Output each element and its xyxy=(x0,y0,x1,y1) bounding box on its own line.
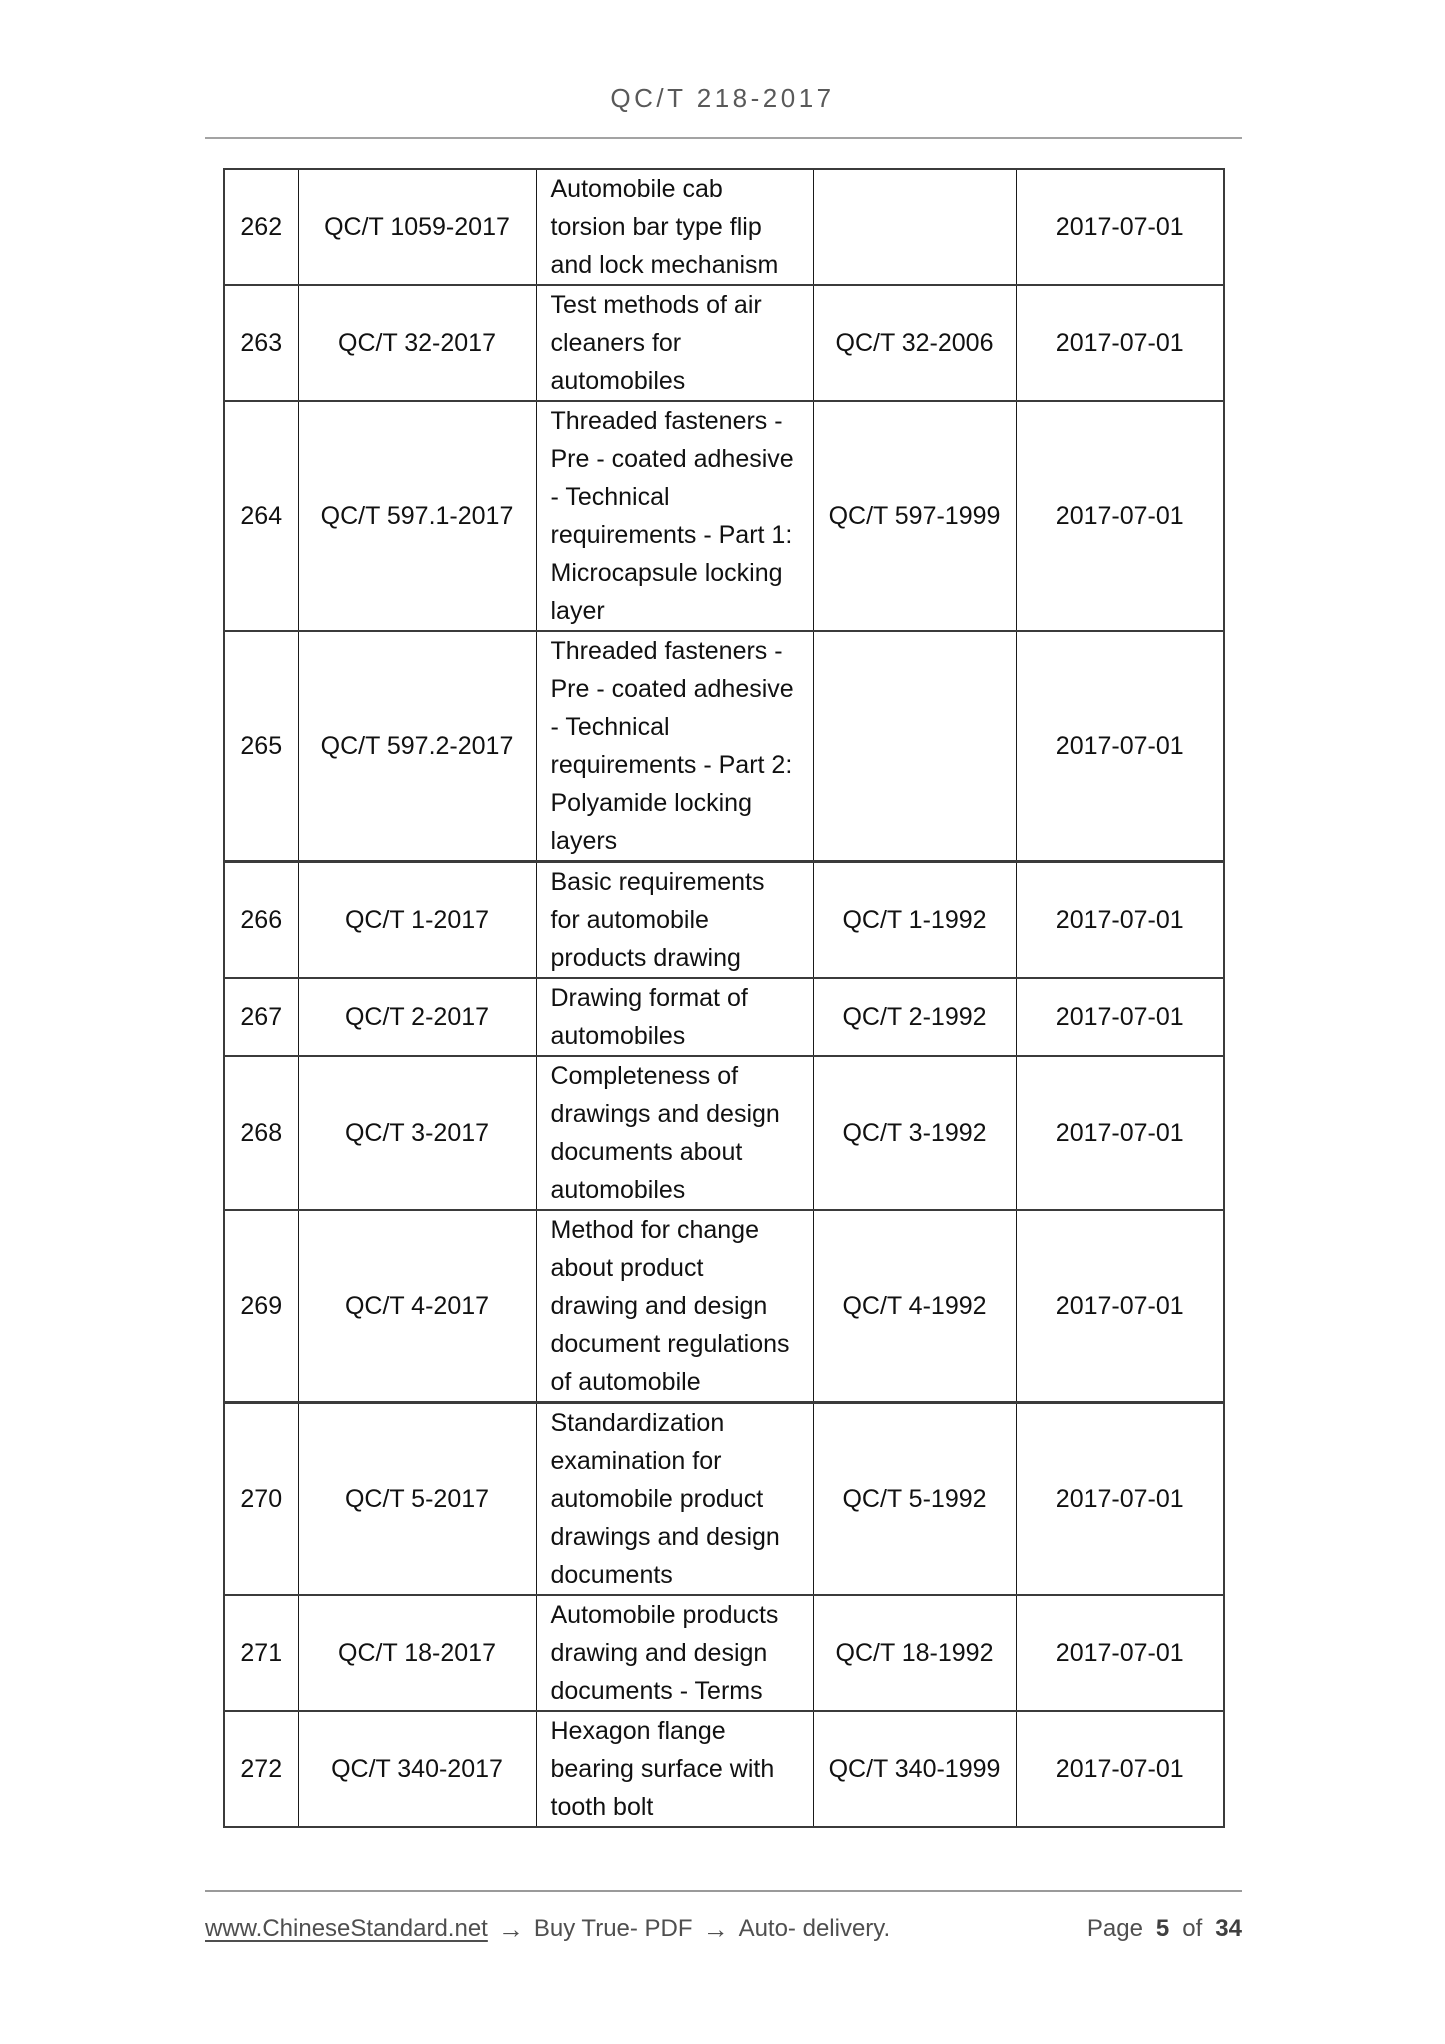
arrow-right-icon: → xyxy=(702,1914,729,1944)
row-number-cell: 266 xyxy=(223,860,299,979)
of-label: of xyxy=(1182,1915,1203,1942)
superseded-standard-cell xyxy=(812,630,1017,863)
standard-code-cell: QC/T 4-2017 xyxy=(297,1209,537,1404)
standard-code-cell: QC/T 1059-2017 xyxy=(297,168,537,286)
standard-code-cell: QC/T 32-2017 xyxy=(297,284,537,402)
standard-title-cell: Automobile products drawing and design d… xyxy=(535,1594,814,1712)
implementation-date-cell: 2017-07-01 xyxy=(1015,168,1225,286)
table-row: 266 QC/T 1-2017 Basic requirements for a… xyxy=(223,860,1225,979)
standard-title-cell: Test methods of air cleaners for automob… xyxy=(535,284,814,402)
implementation-date-cell: 2017-07-01 xyxy=(1015,860,1225,979)
implementation-date-cell: 2017-07-01 xyxy=(1015,1710,1225,1828)
page-label: Page xyxy=(1086,1915,1143,1942)
footer-divider xyxy=(205,1890,1242,1892)
total-page-number: 34 xyxy=(1215,1915,1242,1942)
superseded-standard-cell: QC/T 3-1992 xyxy=(812,1055,1017,1211)
standard-code-cell: QC/T 18-2017 xyxy=(297,1594,537,1712)
implementation-date-cell: 2017-07-01 xyxy=(1015,1594,1225,1712)
row-number-cell: 267 xyxy=(223,977,299,1057)
row-number-cell: 270 xyxy=(223,1401,299,1596)
superseded-standard-cell: QC/T 340-1999 xyxy=(812,1710,1017,1828)
standard-code-cell: QC/T 1-2017 xyxy=(297,860,537,979)
footer: www.ChineseStandard.net → Buy True- PDF … xyxy=(205,1910,1242,1948)
table-row: 263 QC/T 32-2017 Test methods of air cle… xyxy=(223,284,1225,402)
standard-code-cell: QC/T 340-2017 xyxy=(297,1710,537,1828)
row-number-cell: 262 xyxy=(223,168,299,286)
table-row: 268 QC/T 3-2017 Completeness of drawings… xyxy=(223,1055,1225,1211)
website-link[interactable]: www.ChineseStandard.net xyxy=(205,1915,488,1942)
current-page-number: 5 xyxy=(1155,1915,1170,1942)
superseded-standard-cell: QC/T 2-1992 xyxy=(812,977,1017,1057)
superseded-standard-cell: QC/T 4-1992 xyxy=(812,1209,1017,1404)
standard-title-cell: Threaded fasteners - Pre - coated adhesi… xyxy=(535,630,814,863)
standard-code-cell: QC/T 3-2017 xyxy=(297,1055,537,1211)
row-number-cell: 269 xyxy=(223,1209,299,1404)
table-row: 271 QC/T 18-2017 Automobile products dra… xyxy=(223,1594,1225,1712)
implementation-date-cell: 2017-07-01 xyxy=(1015,284,1225,402)
standard-title-cell: Method for change about product drawing … xyxy=(535,1209,814,1404)
standards-table-body: 262 QC/T 1059-2017 Automobile cab torsio… xyxy=(223,168,1225,1828)
standards-table: 262 QC/T 1059-2017 Automobile cab torsio… xyxy=(223,168,1225,1828)
standard-code-cell: QC/T 597.1-2017 xyxy=(297,400,537,632)
superseded-standard-cell xyxy=(812,168,1017,286)
standard-code-cell: QC/T 597.2-2017 xyxy=(297,630,537,863)
implementation-date-cell: 2017-07-01 xyxy=(1015,977,1225,1057)
standard-title-cell: Completeness of drawings and design docu… xyxy=(535,1055,814,1211)
implementation-date-cell: 2017-07-01 xyxy=(1015,1401,1225,1596)
table-row: 265 QC/T 597.2-2017 Threaded fasteners -… xyxy=(223,630,1225,863)
row-number-cell: 264 xyxy=(223,400,299,632)
superseded-standard-cell: QC/T 5-1992 xyxy=(812,1401,1017,1596)
standard-title-cell: Hexagon flange bearing surface with toot… xyxy=(535,1710,814,1828)
footer-delivery-text: Auto- delivery. xyxy=(738,1915,891,1942)
arrow-right-icon: → xyxy=(497,1914,524,1944)
row-number-cell: 265 xyxy=(223,630,299,863)
standard-title-cell: Standardization examination for automobi… xyxy=(535,1401,814,1596)
implementation-date-cell: 2017-07-01 xyxy=(1015,400,1225,632)
table-row: 262 QC/T 1059-2017 Automobile cab torsio… xyxy=(223,168,1225,286)
page-title: QC/T 218-2017 xyxy=(610,83,835,113)
implementation-date-cell: 2017-07-01 xyxy=(1015,1055,1225,1211)
standard-title-cell: Drawing format of automobiles xyxy=(535,977,814,1057)
superseded-standard-cell: QC/T 32-2006 xyxy=(812,284,1017,402)
implementation-date-cell: 2017-07-01 xyxy=(1015,630,1225,863)
table-row: 269 QC/T 4-2017 Method for change about … xyxy=(223,1209,1225,1404)
standard-code-cell: QC/T 5-2017 xyxy=(297,1401,537,1596)
row-number-cell: 271 xyxy=(223,1594,299,1712)
superseded-standard-cell: QC/T 597-1999 xyxy=(812,400,1017,632)
table-row: 272 QC/T 340-2017 Hexagon flange bearing… xyxy=(223,1710,1225,1828)
row-number-cell: 272 xyxy=(223,1710,299,1828)
table-row: 264 QC/T 597.1-2017 Threaded fasteners -… xyxy=(223,400,1225,632)
row-number-cell: 268 xyxy=(223,1055,299,1211)
standard-title-cell: Automobile cab torsion bar type flip and… xyxy=(535,168,814,286)
header-divider xyxy=(205,137,1242,139)
table-row: 270 QC/T 5-2017 Standardization examinat… xyxy=(223,1401,1225,1596)
standard-code-cell: QC/T 2-2017 xyxy=(297,977,537,1057)
table-row: 267 QC/T 2-2017 Drawing format of automo… xyxy=(223,977,1225,1057)
superseded-standard-cell: QC/T 1-1992 xyxy=(812,860,1017,979)
row-number-cell: 263 xyxy=(223,284,299,402)
implementation-date-cell: 2017-07-01 xyxy=(1015,1209,1225,1404)
page-indicator: Page 5 of 34 xyxy=(1087,1910,1242,1948)
superseded-standard-cell: QC/T 18-1992 xyxy=(812,1594,1017,1712)
footer-buy-text: Buy True- PDF xyxy=(533,1915,693,1942)
footer-info: www.ChineseStandard.net → Buy True- PDF … xyxy=(205,1910,890,1948)
standard-title-cell: Threaded fasteners - Pre - coated adhesi… xyxy=(535,400,814,632)
standard-title-cell: Basic requirements for automobile produc… xyxy=(535,860,814,979)
